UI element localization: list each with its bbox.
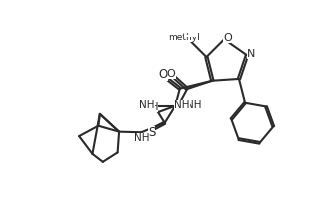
Text: NH: NH: [174, 100, 190, 110]
Text: N: N: [247, 49, 256, 59]
Text: methyl_placeholder: methyl_placeholder: [184, 35, 198, 37]
Text: NH: NH: [186, 100, 202, 110]
Text: NH: NH: [143, 102, 158, 112]
Text: methyl: methyl: [187, 35, 192, 36]
Text: NH: NH: [133, 133, 149, 143]
Text: S: S: [148, 126, 155, 139]
Text: O: O: [223, 33, 232, 43]
Text: O: O: [167, 69, 176, 79]
Text: methyl: methyl: [193, 35, 198, 36]
Text: NH: NH: [140, 100, 155, 110]
Text: methyl: methyl: [168, 33, 199, 42]
Text: O: O: [158, 68, 167, 81]
